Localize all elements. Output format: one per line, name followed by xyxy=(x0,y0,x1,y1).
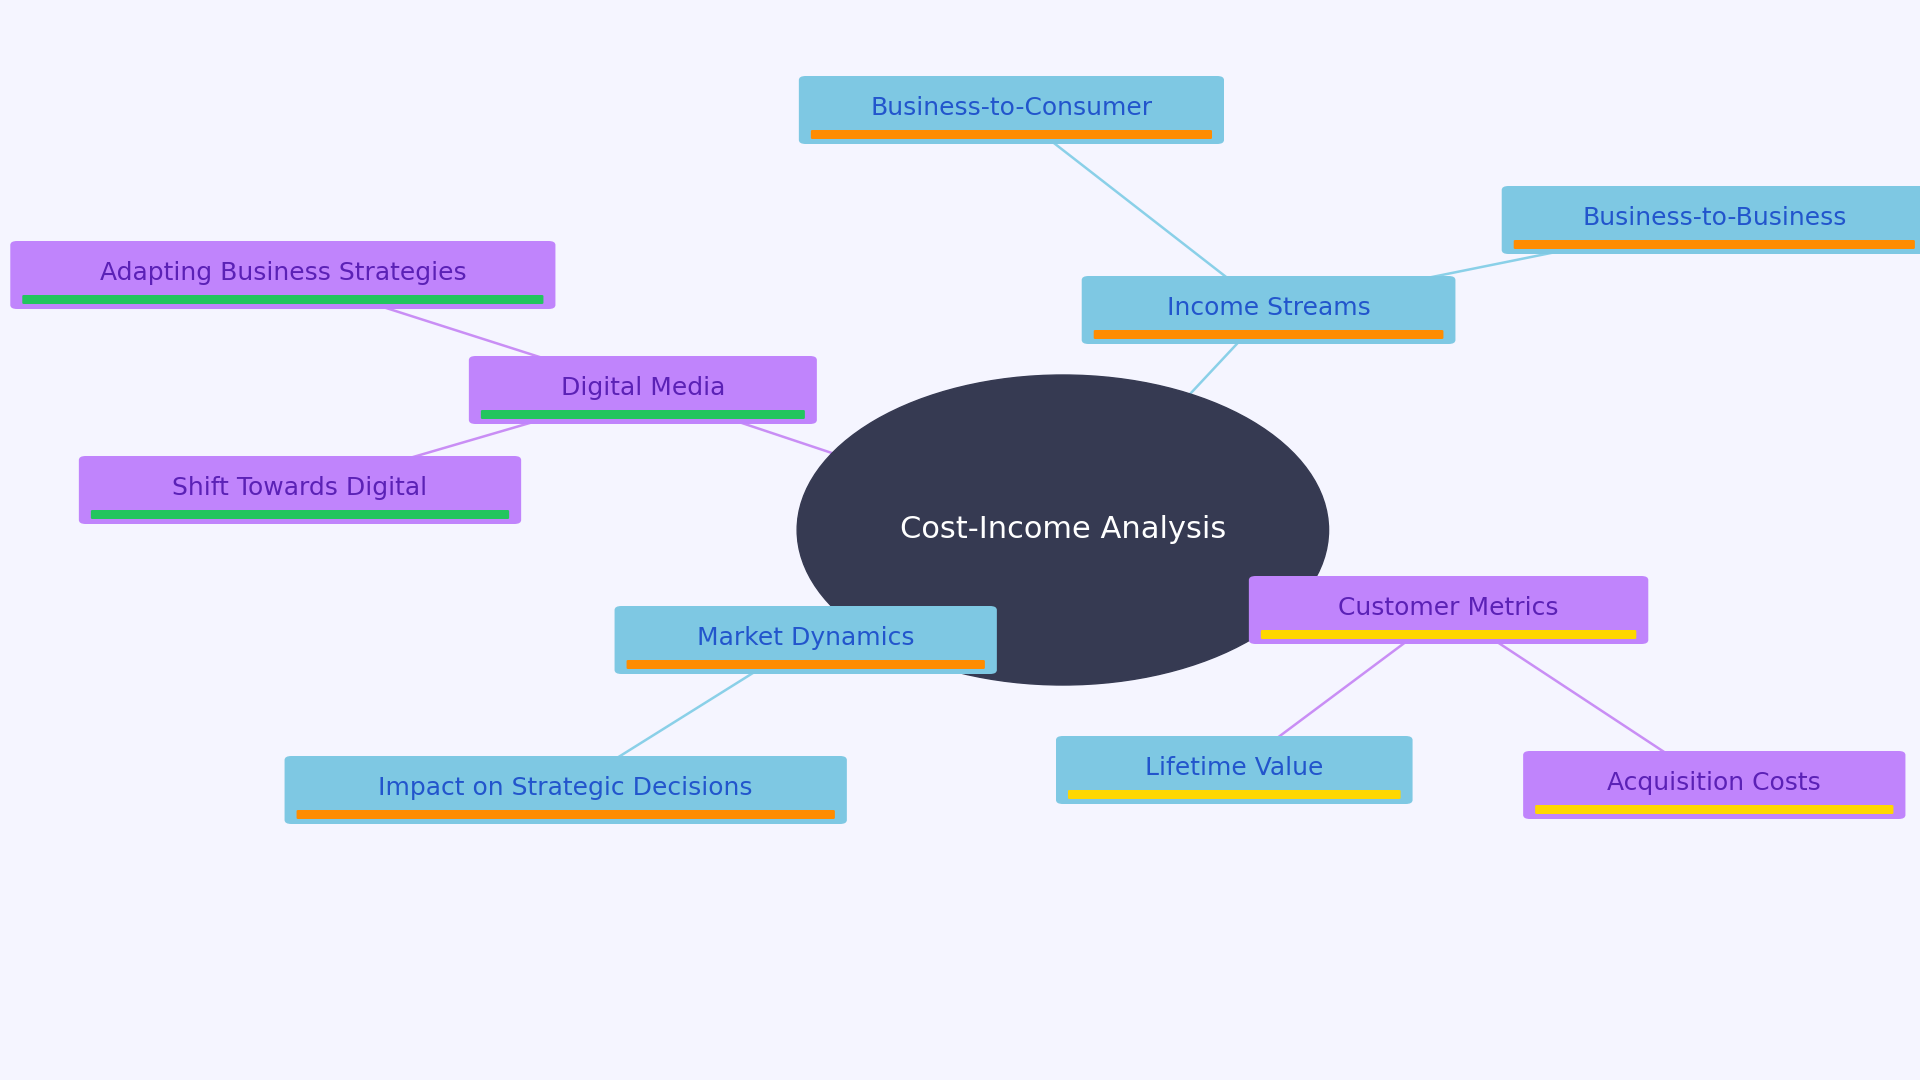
Text: Shift Towards Digital: Shift Towards Digital xyxy=(173,476,428,500)
Text: Business-to-Business: Business-to-Business xyxy=(1582,206,1847,230)
Text: Lifetime Value: Lifetime Value xyxy=(1144,756,1323,780)
FancyBboxPatch shape xyxy=(284,756,847,824)
Text: Digital Media: Digital Media xyxy=(561,376,726,400)
FancyBboxPatch shape xyxy=(626,660,985,669)
FancyBboxPatch shape xyxy=(1513,240,1914,249)
Text: Cost-Income Analysis: Cost-Income Analysis xyxy=(900,515,1227,544)
FancyBboxPatch shape xyxy=(810,130,1212,139)
FancyBboxPatch shape xyxy=(1056,735,1413,804)
FancyBboxPatch shape xyxy=(1248,576,1647,644)
Text: Income Streams: Income Streams xyxy=(1167,296,1371,320)
FancyBboxPatch shape xyxy=(296,810,835,819)
Text: Impact on Strategic Decisions: Impact on Strategic Decisions xyxy=(378,777,753,800)
Text: Customer Metrics: Customer Metrics xyxy=(1338,596,1559,620)
FancyBboxPatch shape xyxy=(23,295,543,303)
Circle shape xyxy=(797,375,1329,685)
FancyBboxPatch shape xyxy=(10,241,555,309)
FancyBboxPatch shape xyxy=(1523,751,1905,819)
Text: Market Dynamics: Market Dynamics xyxy=(697,626,914,650)
Text: Adapting Business Strategies: Adapting Business Strategies xyxy=(100,261,467,285)
FancyBboxPatch shape xyxy=(799,76,1225,144)
FancyBboxPatch shape xyxy=(468,356,816,424)
Text: Acquisition Costs: Acquisition Costs xyxy=(1607,771,1822,795)
FancyBboxPatch shape xyxy=(1081,276,1455,345)
FancyBboxPatch shape xyxy=(614,606,996,674)
FancyBboxPatch shape xyxy=(1068,789,1400,799)
FancyBboxPatch shape xyxy=(1536,805,1893,814)
FancyBboxPatch shape xyxy=(480,410,804,419)
FancyBboxPatch shape xyxy=(1501,186,1920,254)
FancyBboxPatch shape xyxy=(79,456,520,524)
Text: Business-to-Consumer: Business-to-Consumer xyxy=(870,96,1152,120)
FancyBboxPatch shape xyxy=(90,510,509,519)
FancyBboxPatch shape xyxy=(1261,630,1636,639)
FancyBboxPatch shape xyxy=(1094,330,1444,339)
